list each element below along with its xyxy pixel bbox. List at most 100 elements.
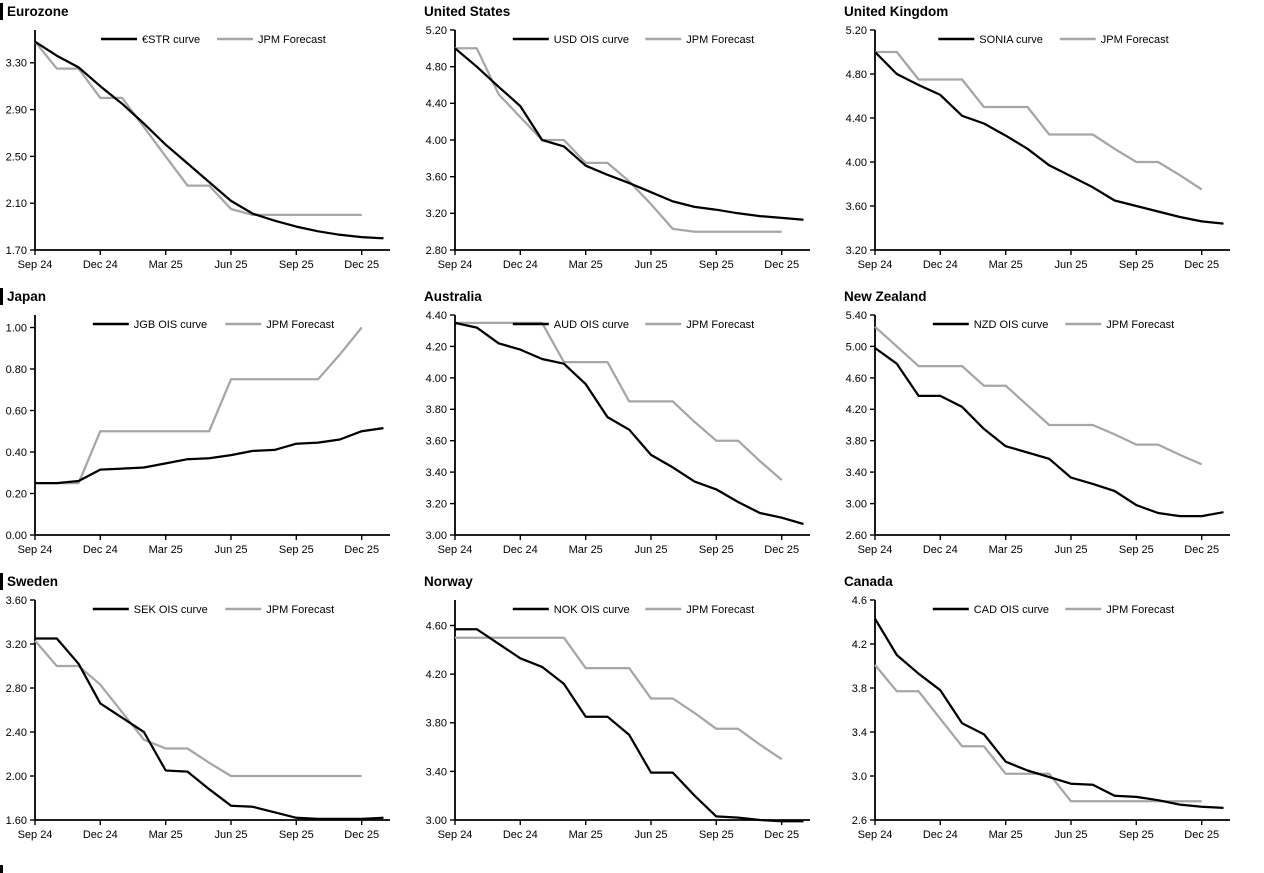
svg-text:Mar 25: Mar 25	[149, 829, 183, 841]
svg-text:4.80: 4.80	[846, 69, 867, 81]
svg-text:3.60: 3.60	[426, 436, 447, 448]
svg-text:2.40: 2.40	[6, 727, 27, 739]
svg-text:3.60: 3.60	[6, 595, 27, 607]
chart-header: Japan	[0, 285, 420, 307]
svg-text:Sep 24: Sep 24	[438, 544, 473, 556]
svg-text:Jun 25: Jun 25	[214, 259, 247, 271]
chart-canvas-canada: 2.6 3.0 3.4 3.8 4.2 4.6 Sep 24 Dec 24 Mar 25 Jun …	[852, 595, 1230, 841]
svg-text:JPM Forecast: JPM Forecast	[258, 34, 326, 46]
svg-text:4.2: 4.2	[852, 639, 867, 651]
svg-text:Sep 25: Sep 25	[699, 829, 734, 841]
svg-text:Sep 25: Sep 25	[1119, 259, 1154, 271]
svg-text:Dec 25: Dec 25	[1184, 544, 1219, 556]
svg-text:Sep 24: Sep 24	[18, 544, 53, 556]
svg-text:Sep 25: Sep 25	[279, 829, 314, 841]
svg-text:Dec 24: Dec 24	[923, 259, 958, 271]
svg-text:3.40: 3.40	[426, 766, 447, 778]
svg-text:JPM Forecast: JPM Forecast	[266, 319, 334, 331]
svg-text:AUD OIS curve: AUD OIS curve	[554, 319, 629, 331]
svg-text:Mar 25: Mar 25	[989, 544, 1023, 556]
svg-text:3.30: 3.30	[6, 58, 27, 70]
svg-text:Dec 25: Dec 25	[764, 544, 799, 556]
chart-canvas-united-states: 2.80 3.20 3.60 4.00 4.40 4.80 5.20 Sep 24 Dec 24…	[426, 25, 810, 271]
svg-text:JPM Forecast: JPM Forecast	[686, 34, 754, 46]
svg-text:4.00: 4.00	[426, 135, 447, 147]
section-bar-partial	[0, 865, 3, 873]
chart-title: Australia	[424, 288, 482, 304]
svg-text:JGB OIS curve: JGB OIS curve	[134, 319, 207, 331]
chart-plot: 2.6 3.0 3.4 3.8 4.2 4.6 Sep 24 Dec 24 Mar 25 Jun …	[840, 592, 1260, 852]
svg-text:3.00: 3.00	[426, 815, 447, 827]
chart-title: Sweden	[7, 573, 59, 589]
svg-text:USD OIS curve: USD OIS curve	[554, 34, 629, 46]
svg-text:3.8: 3.8	[852, 683, 867, 695]
svg-text:4.40: 4.40	[846, 113, 867, 125]
svg-text:Jun 25: Jun 25	[634, 544, 667, 556]
svg-text:5.40: 5.40	[846, 310, 867, 322]
svg-text:4.40: 4.40	[426, 310, 447, 322]
chart-title: Norway	[424, 573, 473, 589]
svg-text:Dec 24: Dec 24	[503, 259, 538, 271]
svg-text:Dec 24: Dec 24	[503, 544, 538, 556]
svg-text:Sep 25: Sep 25	[699, 544, 734, 556]
svg-text:3.60: 3.60	[426, 172, 447, 184]
svg-text:3.20: 3.20	[426, 498, 447, 510]
svg-text:Jun 25: Jun 25	[634, 829, 667, 841]
svg-text:Jun 25: Jun 25	[1054, 829, 1087, 841]
section-bar	[0, 572, 3, 590]
svg-text:Mar 25: Mar 25	[989, 259, 1023, 271]
chart-canvas-eurozone: 1.70 2.10 2.50 2.90 3.30 Sep 24 Dec 24 Mar 25 Ju…	[6, 30, 390, 271]
chart-title: United Kingdom	[844, 3, 949, 19]
svg-text:3.20: 3.20	[426, 208, 447, 220]
svg-text:Dec 24: Dec 24	[83, 829, 118, 841]
svg-text:Dec 25: Dec 25	[764, 829, 799, 841]
svg-text:Mar 25: Mar 25	[149, 259, 183, 271]
svg-text:€STR curve: €STR curve	[142, 34, 200, 46]
svg-text:3.80: 3.80	[426, 718, 447, 730]
svg-text:Sep 24: Sep 24	[858, 259, 893, 271]
chart-united-states: United States 2.80 3.20 3.60 4.00 4.40 4.80 5.…	[420, 0, 840, 285]
svg-text:Sep 24: Sep 24	[438, 829, 473, 841]
chart-canvas-japan: 0.00 0.20 0.40 0.60 0.80 1.00 Sep 24 Dec 24 Mar …	[6, 315, 390, 556]
svg-text:2.60: 2.60	[846, 530, 867, 542]
svg-text:4.20: 4.20	[426, 341, 447, 353]
svg-text:JPM Forecast: JPM Forecast	[1106, 319, 1174, 331]
chart-plot: 0.00 0.20 0.40 0.60 0.80 1.00 Sep 24 Dec 24 Mar …	[0, 307, 420, 567]
svg-text:4.6: 4.6	[852, 595, 867, 607]
chart-united-kingdom: United Kingdom 3.20 3.60 4.00 4.40 4.80 5.20 S…	[840, 0, 1264, 285]
chart-australia: Australia 3.00 3.20 3.40 3.60 3.80 4.00 4.20 4.…	[420, 285, 840, 570]
svg-text:Dec 25: Dec 25	[1184, 829, 1219, 841]
svg-text:3.80: 3.80	[426, 404, 447, 416]
svg-text:2.50: 2.50	[6, 151, 27, 163]
svg-text:Jun 25: Jun 25	[634, 259, 667, 271]
chart-plot: 2.80 3.20 3.60 4.00 4.40 4.80 5.20 Sep 24 Dec 24…	[420, 22, 840, 282]
svg-text:SEK OIS curve: SEK OIS curve	[134, 604, 208, 616]
svg-text:3.00: 3.00	[426, 530, 447, 542]
svg-text:Mar 25: Mar 25	[149, 544, 183, 556]
svg-text:5.20: 5.20	[426, 25, 447, 37]
svg-text:Jun 25: Jun 25	[1054, 544, 1087, 556]
svg-text:2.90: 2.90	[6, 104, 27, 116]
svg-text:Dec 24: Dec 24	[83, 544, 118, 556]
chart-plot: 1.60 2.00 2.40 2.80 3.20 3.60 Sep 24 Dec 24 Mar …	[0, 592, 420, 852]
svg-text:4.20: 4.20	[846, 404, 867, 416]
svg-text:Sep 25: Sep 25	[279, 259, 314, 271]
svg-text:Sep 24: Sep 24	[438, 259, 473, 271]
chart-plot: 1.70 2.10 2.50 2.90 3.30 Sep 24 Dec 24 Mar 25 Ju…	[0, 22, 420, 282]
chart-header: Norway	[420, 570, 840, 592]
section-bar	[0, 2, 3, 20]
svg-text:4.80: 4.80	[426, 62, 447, 74]
svg-text:3.0: 3.0	[852, 771, 867, 783]
chart-header: Sweden	[0, 570, 420, 592]
chart-title: United States	[424, 3, 511, 19]
svg-text:4.40: 4.40	[426, 98, 447, 110]
svg-text:5.20: 5.20	[846, 25, 867, 37]
svg-text:4.20: 4.20	[426, 669, 447, 681]
svg-text:2.80: 2.80	[6, 683, 27, 695]
svg-text:Dec 24: Dec 24	[923, 544, 958, 556]
svg-text:5.00: 5.00	[846, 341, 867, 353]
svg-text:Sep 24: Sep 24	[18, 829, 53, 841]
svg-text:3.4: 3.4	[852, 727, 867, 739]
section-bar	[0, 287, 3, 305]
svg-text:Dec 25: Dec 25	[1184, 259, 1219, 271]
